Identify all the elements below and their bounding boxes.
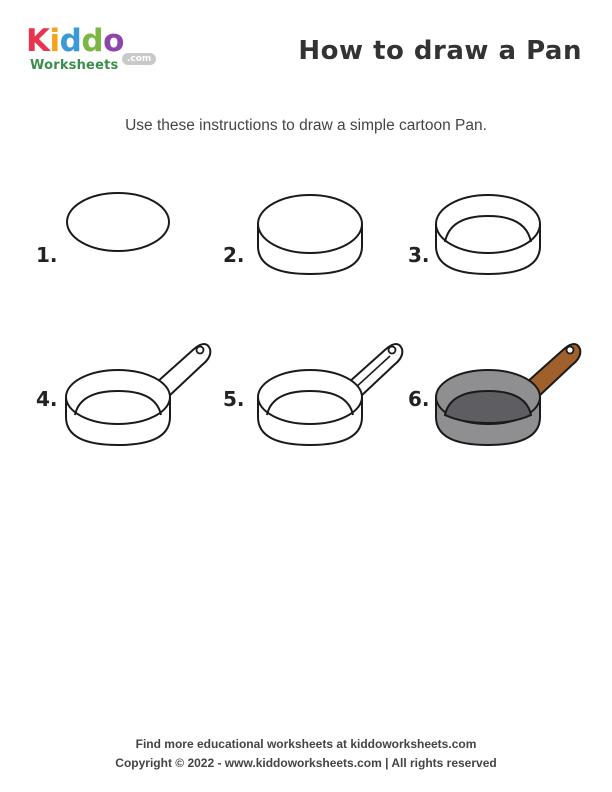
pan-inside-colored [443,389,533,425]
step-1-drawing [66,192,170,252]
step-number-1: 1. [36,243,58,267]
logo-letter: d [81,23,104,59]
kiddo-worksheets-logo: Kiddo Worksheets .com [26,26,157,78]
page-title: How to draw a Pan [298,36,582,66]
pan-inner-rim [74,389,162,416]
pan-inner-rim [266,389,354,416]
pan-rim-outline [65,369,171,425]
footer-line-2: Copyright © 2022 - www.kiddoworksheets.c… [115,756,497,770]
logo-letter: K [26,23,50,59]
pan-body-outline [435,224,541,276]
pan-rim-outline [257,194,363,254]
step-6-drawing [435,343,582,447]
pan-handle-groove [353,355,391,390]
step-number-3: 3. [408,243,430,267]
logo-wordmark: Kiddo [26,26,124,57]
step-5-drawing [257,343,404,447]
step-number-6: 6. [408,387,430,411]
pan-handle-colored [525,343,582,398]
pan-rim-outline [257,369,363,425]
logo-com-badge: .com [122,53,157,65]
pan-handle-hole [387,345,397,355]
logo-letter: o [103,23,124,59]
step-3-drawing [435,194,541,276]
logo-subtitle: Worksheets [30,58,119,73]
pan-rim-outline [66,192,170,252]
step-4-drawing [65,343,212,447]
pan-handle-outline [155,343,212,398]
instructions-text: Use these instructions to draw a simple … [125,117,487,134]
logo-letter: d [59,23,82,59]
step-number-2: 2. [223,243,245,267]
pan-inner-rim [444,214,532,243]
footer-line-1: Find more educational worksheets at kidd… [135,737,477,751]
pan-body-outline [257,224,363,276]
pan-rim-outline [435,194,541,254]
step-number-5: 5. [223,387,245,411]
step-2-drawing [257,194,363,276]
logo-letter: i [49,23,61,59]
pan-handle-hole [565,345,575,355]
step-number-4: 4. [36,387,58,411]
pan-handle-hole [195,345,205,355]
